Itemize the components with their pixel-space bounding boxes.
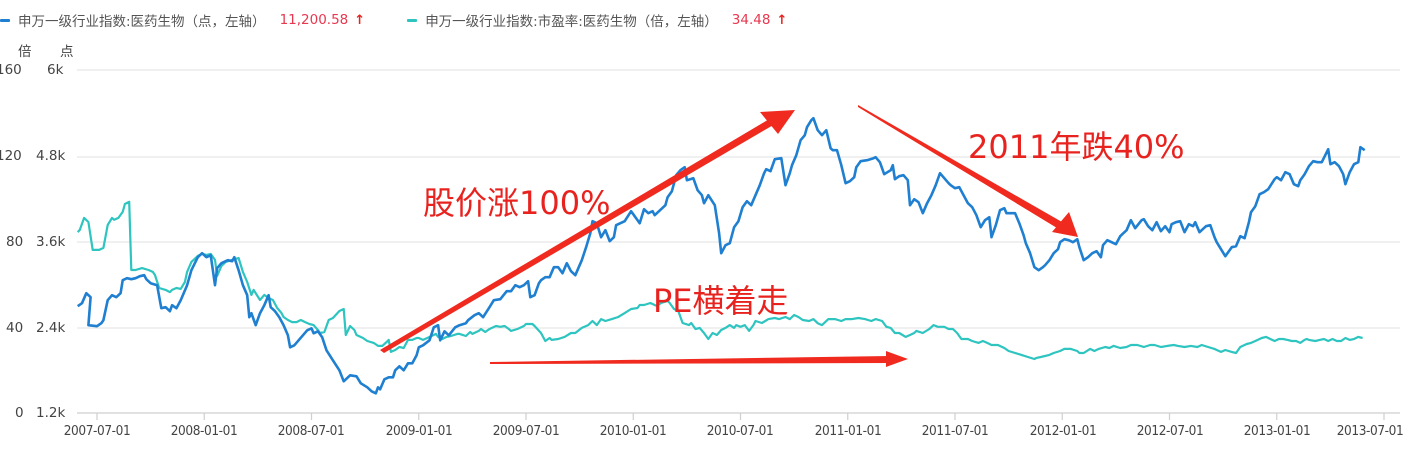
y-outer-tick: 160 xyxy=(0,62,22,78)
annotation-price-up: 股价涨100% xyxy=(423,184,611,222)
x-tick: 2010-07-01 xyxy=(706,423,774,439)
flat-arrow-icon xyxy=(490,351,908,367)
chart-legend: 申万一级行业指数:医药生物（点，左轴） 11,200.58 ↑ 申万一级行业指数… xyxy=(0,8,809,32)
y-outer-tick: 120 xyxy=(0,148,22,164)
grid-lines xyxy=(77,69,1400,414)
annotation-pe-flat: PE横着走 xyxy=(653,282,789,320)
legend-item-pe[interactable]: 申万一级行业指数:市盈率:医药生物（倍，左轴） 34.48 ↑ xyxy=(407,10,787,30)
x-tick: 2008-07-01 xyxy=(277,423,345,439)
y-inner-tick: 1.2k xyxy=(36,405,66,421)
fall-arrow-icon xyxy=(858,105,1078,237)
legend-swatch-pe-icon xyxy=(407,18,418,22)
x-axis-ticks xyxy=(96,413,1385,420)
x-tick: 2013-07-01 xyxy=(1336,423,1404,439)
x-tick: 2012-07-01 xyxy=(1136,423,1204,439)
y-inner-tick: 4.8k xyxy=(36,148,66,164)
index-price-line xyxy=(76,116,1366,395)
x-tick: 2009-07-01 xyxy=(492,423,560,439)
x-tick: 2009-01-01 xyxy=(385,423,453,439)
x-tick: 2012-01-01 xyxy=(1029,423,1097,439)
legend-label-pe: 申万一级行业指数:市盈率:医药生物（倍，左轴） xyxy=(425,14,718,30)
y-outer-tick: 80 xyxy=(6,234,24,250)
y-inner-tick: 3.6k xyxy=(36,234,66,250)
left-outer-axis-unit: 倍 xyxy=(18,44,32,60)
x-tick: 2013-01-01 xyxy=(1243,423,1311,439)
y-outer-tick: 0 xyxy=(15,405,24,421)
x-tick: 2008-01-01 xyxy=(170,423,238,439)
x-tick: 2011-01-01 xyxy=(814,423,882,439)
x-tick: 2011-07-01 xyxy=(921,423,989,439)
x-tick: 2010-01-01 xyxy=(599,423,667,439)
legend-value-pe: 34.48 xyxy=(731,12,771,28)
y-inner-tick: 6k xyxy=(47,62,64,78)
annotation-2011-drop: 2011年跌40% xyxy=(968,128,1185,166)
rise-arrow-icon xyxy=(380,110,795,353)
legend-swatch-index-icon xyxy=(0,18,10,22)
x-tick: 2007-07-01 xyxy=(63,423,131,439)
up-arrow-icon: ↑ xyxy=(354,12,366,28)
y-outer-tick: 40 xyxy=(6,320,24,336)
up-arrow-icon: ↑ xyxy=(776,12,788,28)
legend-label-index: 申万一级行业指数:医药生物（点，左轴） xyxy=(18,14,266,30)
pe-ratio-line xyxy=(76,200,1363,361)
legend-value-index: 11,200.58 xyxy=(279,12,349,28)
left-inner-axis-unit: 点 xyxy=(60,44,74,60)
y-inner-tick: 2.4k xyxy=(36,320,66,336)
legend-item-index[interactable]: 申万一级行业指数:医药生物（点，左轴） 11,200.58 ↑ xyxy=(0,10,365,30)
